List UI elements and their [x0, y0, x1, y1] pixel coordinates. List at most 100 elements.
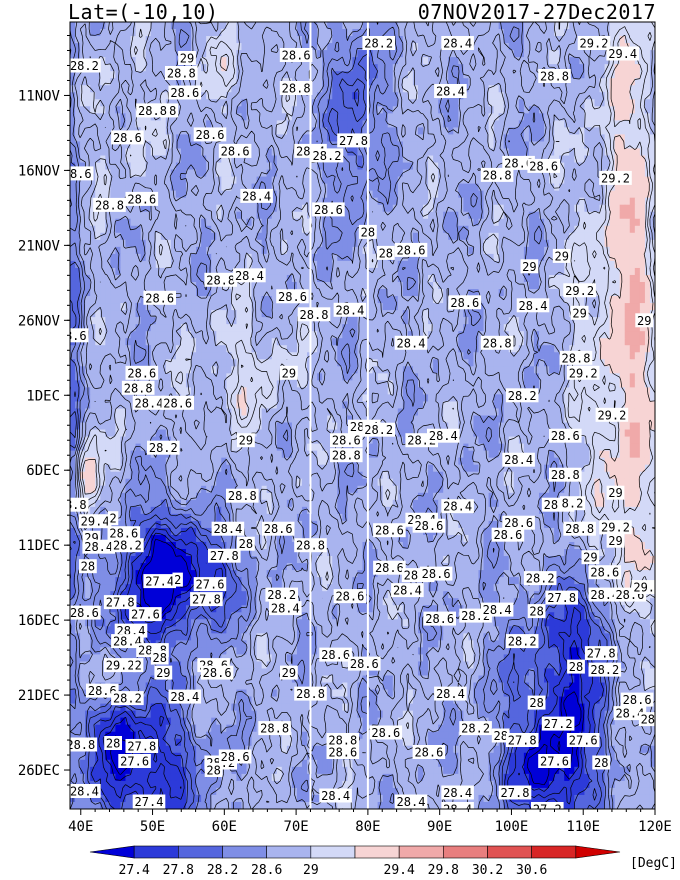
heatmap-cell — [564, 169, 570, 178]
heatmap-cell — [523, 204, 530, 213]
heatmap-cell — [614, 71, 621, 79]
heatmap-cell — [70, 22, 76, 30]
heatmap-cell — [423, 141, 429, 150]
heatmap-cell — [523, 22, 530, 30]
heatmap-cell — [80, 29, 86, 37]
heatmap-cell — [624, 120, 631, 129]
heatmap-cell — [130, 310, 137, 318]
heatmap-cell — [75, 78, 81, 86]
heatmap-cell — [342, 92, 348, 100]
heatmap-cell — [488, 303, 495, 311]
heatmap-cell — [649, 120, 655, 129]
heatmap-cell — [135, 92, 142, 100]
heatmap-cell — [488, 134, 495, 143]
heatmap-cell — [140, 232, 147, 241]
heatmap-cell — [145, 71, 152, 79]
heatmap-cell — [443, 134, 449, 143]
heatmap-cell — [322, 64, 328, 72]
heatmap-cell — [428, 36, 434, 44]
heatmap-cell — [75, 92, 81, 100]
heatmap-cell — [236, 113, 243, 121]
heatmap-cell — [115, 211, 122, 220]
heatmap-cell — [266, 43, 273, 51]
heatmap-cell — [175, 43, 182, 51]
heatmap-cell — [301, 99, 308, 107]
heatmap-cell — [226, 246, 232, 255]
heatmap-cell — [175, 78, 182, 86]
heatmap-cell — [649, 176, 655, 185]
heatmap-cell — [95, 43, 101, 51]
heatmap-cell — [266, 85, 273, 93]
heatmap-cell — [554, 92, 560, 100]
heatmap-cell — [458, 260, 464, 269]
heatmap-cell — [317, 36, 323, 44]
heatmap-cell — [443, 57, 449, 65]
heatmap-cell — [85, 141, 91, 150]
heatmap-cell — [352, 211, 359, 220]
heatmap-cell — [448, 141, 454, 150]
heatmap-cell — [493, 190, 500, 199]
heatmap-cell — [523, 106, 530, 114]
heatmap-cell — [362, 50, 369, 58]
heatmap-cell — [402, 43, 409, 51]
heatmap-cell — [448, 148, 454, 157]
heatmap-cell — [150, 120, 157, 129]
heatmap-cell — [428, 85, 434, 93]
heatmap-cell — [407, 22, 414, 30]
heatmap-cell — [357, 127, 364, 136]
heatmap-cell — [206, 92, 212, 100]
heatmap-cell — [438, 50, 444, 58]
heatmap-cell — [180, 99, 187, 107]
heatmap-cell — [120, 92, 127, 100]
heatmap-cell — [201, 232, 207, 241]
heatmap-cell — [231, 57, 238, 65]
heatmap-cell — [105, 176, 111, 185]
heatmap-cell — [296, 281, 303, 290]
heatmap-cell — [549, 113, 555, 121]
heatmap-cell — [629, 141, 636, 150]
heatmap-cell — [196, 155, 202, 164]
heatmap-cell — [216, 317, 222, 325]
heatmap-cell — [231, 43, 238, 51]
heatmap-cell — [276, 239, 283, 248]
heatmap-cell — [387, 190, 394, 199]
heatmap-cell — [191, 310, 197, 318]
heatmap-cell — [574, 29, 580, 37]
heatmap-cell — [528, 225, 535, 234]
heatmap-cell — [448, 169, 454, 178]
heatmap-cell — [291, 239, 298, 248]
heatmap-cell — [407, 120, 414, 129]
heatmap-cell — [221, 225, 227, 234]
heatmap-cell — [433, 57, 439, 65]
heatmap-cell — [246, 211, 253, 220]
heatmap-cell — [261, 29, 268, 37]
heatmap-cell — [332, 64, 338, 72]
heatmap-cell — [518, 43, 525, 51]
heatmap-cell — [327, 169, 333, 178]
heatmap-cell — [90, 134, 96, 143]
heatmap-cell — [554, 317, 560, 325]
heatmap-cell — [624, 64, 631, 72]
heatmap-cell — [443, 289, 449, 297]
heatmap-cell — [357, 106, 364, 114]
heatmap-cell — [523, 64, 530, 72]
heatmap-cell — [589, 78, 596, 86]
heatmap-cell — [70, 106, 76, 114]
heatmap-cell — [407, 169, 414, 178]
heatmap-cell — [175, 267, 182, 276]
heatmap-cell — [372, 169, 379, 178]
heatmap-cell — [110, 85, 116, 93]
heatmap-cell — [549, 106, 555, 114]
heatmap-cell — [513, 92, 520, 100]
heatmap-cell — [629, 225, 636, 234]
heatmap-cell — [554, 127, 560, 136]
heatmap-cell — [342, 162, 348, 171]
heatmap-cell — [196, 204, 202, 213]
heatmap-cell — [407, 148, 414, 157]
heatmap-cell — [175, 141, 182, 150]
heatmap-cell — [327, 176, 333, 185]
heatmap-cell — [533, 99, 540, 107]
heatmap-cell — [241, 113, 248, 121]
heatmap-cell — [120, 64, 127, 72]
heatmap-cell — [589, 239, 596, 248]
